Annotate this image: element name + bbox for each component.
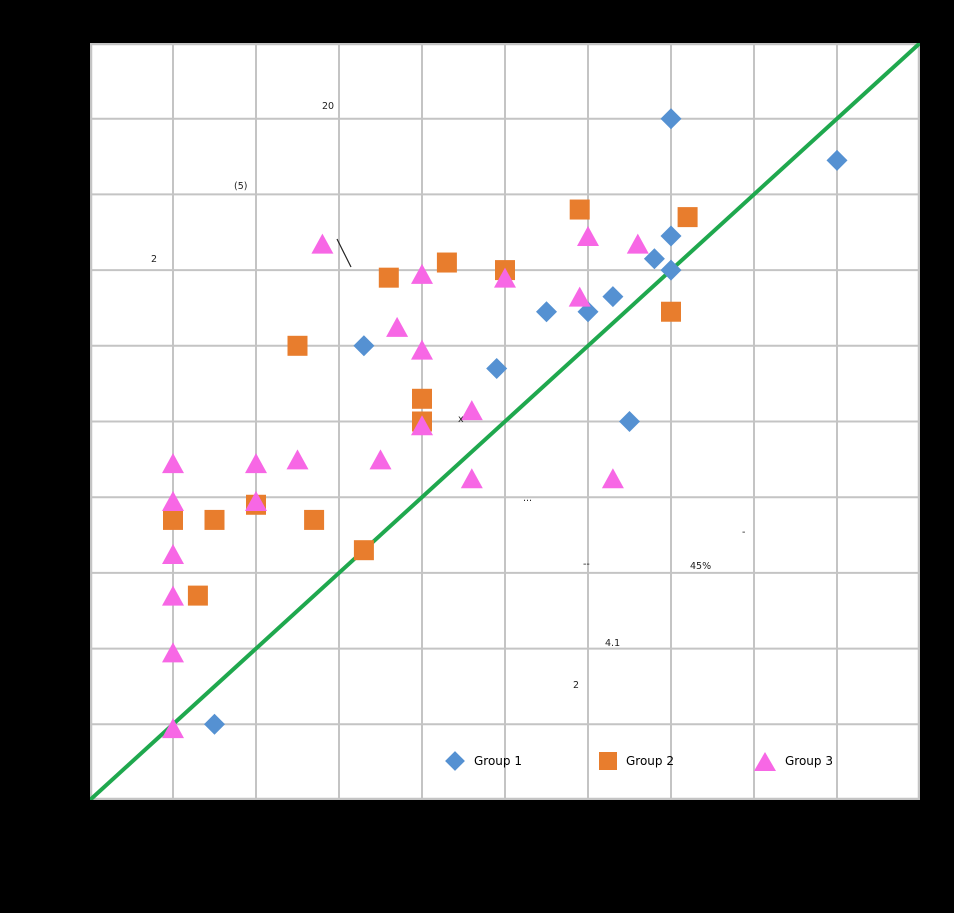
data-point-triangle xyxy=(245,453,267,474)
annotation-text: - xyxy=(742,527,745,538)
data-point-square xyxy=(436,252,457,273)
data-point-square xyxy=(187,585,208,606)
data-point-triangle xyxy=(162,453,184,474)
data-point-diamond xyxy=(660,259,682,281)
data-point-triangle xyxy=(411,415,433,436)
data-point-triangle xyxy=(568,286,591,307)
annotation-text: ... xyxy=(523,493,532,504)
data-point-diamond xyxy=(619,411,640,432)
data-point-square xyxy=(569,199,590,220)
data-point-triangle xyxy=(411,339,433,360)
data-point-triangle xyxy=(162,490,184,511)
data-point-square xyxy=(287,335,308,356)
data-point-diamond xyxy=(826,149,848,171)
annotation-text: -- xyxy=(583,559,590,570)
data-point-triangle xyxy=(162,718,184,739)
data-point-diamond xyxy=(660,225,682,247)
identity-line xyxy=(90,43,920,800)
data-point-triangle xyxy=(286,449,309,470)
data-point-diamond xyxy=(536,301,557,323)
data-point-triangle xyxy=(311,233,334,254)
annotation-text: 4.1 xyxy=(605,638,620,649)
annotation-text: 2 xyxy=(573,680,579,691)
data-point-square xyxy=(163,509,183,530)
data-point-triangle xyxy=(162,585,184,606)
annotation-text: (5) xyxy=(234,181,247,192)
plot-border xyxy=(90,43,920,800)
data-point-triangle xyxy=(369,449,392,470)
data-point-triangle xyxy=(577,226,599,247)
scatter-plot-svg: 20 (5) 2 x... -- 45% - 4.1 2 xyxy=(90,43,920,800)
data-point-triangle xyxy=(162,642,184,663)
data-point-triangle xyxy=(386,316,409,337)
annotation-text: 2 xyxy=(151,254,157,265)
data-point-triangle xyxy=(626,233,649,254)
annotation-text: 20 xyxy=(322,101,334,112)
data-point-triangle xyxy=(162,543,184,564)
data-point-diamond xyxy=(353,335,375,357)
data-point-diamond xyxy=(660,108,682,130)
data-point-triangle xyxy=(494,267,516,288)
data-point-triangle xyxy=(601,468,624,489)
data-point-diamond xyxy=(602,286,624,308)
data-point-square xyxy=(378,267,399,288)
annotation-text: x xyxy=(458,414,464,425)
data-point-square xyxy=(412,388,432,409)
annotation-leader-line xyxy=(336,238,352,268)
data-point-diamond xyxy=(204,713,225,735)
data-point-triangle xyxy=(460,468,483,489)
data-point-square xyxy=(304,509,325,530)
annotation-text: 45% xyxy=(690,561,711,572)
data-point-square xyxy=(204,509,225,530)
data-point-diamond xyxy=(643,248,665,270)
data-point-square xyxy=(661,301,681,322)
data-point-diamond xyxy=(486,358,508,380)
data-point-triangle xyxy=(411,263,433,284)
data-point-square xyxy=(353,540,374,561)
plot-area: 20 (5) 2 x... -- 45% -4.1 2 Group 1 Group 2 Gro… xyxy=(90,43,920,800)
data-point-triangle xyxy=(245,490,267,511)
data-point-triangle xyxy=(460,400,483,421)
data-point-square xyxy=(677,207,698,228)
